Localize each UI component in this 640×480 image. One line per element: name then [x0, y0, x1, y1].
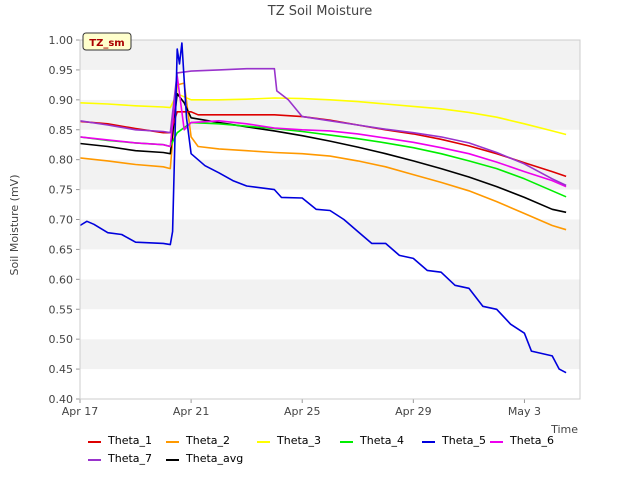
- legend-label: Theta_1: [108, 434, 153, 447]
- legend-label: Theta_3: [277, 434, 322, 447]
- legend-swatch: [166, 441, 179, 443]
- series-line-theta-7: [79, 67, 567, 187]
- series-line-theta-6: [79, 75, 567, 188]
- badge: TZ_sm: [82, 32, 132, 51]
- plot-area-border: [79, 39, 581, 400]
- series-line-theta-avg: [79, 93, 567, 214]
- legend-swatch: [166, 459, 179, 461]
- series-line-theta-5: [79, 42, 567, 374]
- y-tick-label: 0.80: [49, 154, 74, 167]
- grid-band: [80, 189, 580, 220]
- y-tick-label: 1.00: [49, 34, 74, 47]
- legend-swatch: [340, 441, 353, 443]
- x-tick-label: Apr 17: [62, 405, 99, 418]
- y-tick-label: 0.55: [49, 303, 74, 316]
- x-tick-label: Apr 29: [395, 405, 432, 418]
- grid-band: [80, 159, 580, 190]
- legend-swatch: [88, 459, 101, 461]
- legend-swatch: [88, 441, 101, 443]
- series-line-theta-3: [79, 93, 567, 136]
- legend-label: Theta_avg: [186, 452, 244, 465]
- legend-swatch: [422, 441, 435, 443]
- y-tick-label: 0.65: [49, 243, 74, 256]
- y-tick-label: 0.75: [49, 184, 74, 197]
- y-tick-label: 0.70: [49, 214, 74, 227]
- y-tick-label: 0.95: [49, 64, 74, 77]
- grid-band: [80, 40, 580, 70]
- grid-band: [80, 69, 580, 100]
- y-tick-label: 0.85: [49, 124, 74, 137]
- series-lines: [79, 42, 567, 374]
- series-line-theta-2: [79, 82, 567, 231]
- badge-label: TZ_sm: [89, 38, 124, 49]
- x-tick-label: Apr 21: [173, 405, 210, 418]
- grid-band: [80, 369, 580, 399]
- legend-label: Theta_6: [510, 434, 555, 447]
- y-tick-label: 0.90: [49, 94, 74, 107]
- grid-band: [80, 249, 580, 280]
- legend-label: Theta_2: [186, 434, 231, 447]
- y-axis-label: Soil Moisture (mV): [8, 175, 21, 276]
- grid-band: [80, 339, 580, 370]
- y-tick-label: 0.40: [49, 393, 74, 406]
- legend-label: Theta_5: [442, 434, 487, 447]
- grid-band: [80, 279, 580, 310]
- x-tick-label: Apr 25: [284, 405, 321, 418]
- legend-label: Theta_7: [108, 452, 153, 465]
- y-tick-label: 0.50: [49, 333, 74, 346]
- legend-swatch: [257, 441, 270, 443]
- x-axis-ticks: Apr 17 Apr 21 Apr 25 Apr 29 May 3: [62, 399, 541, 418]
- y-tick-label: 0.45: [49, 363, 74, 376]
- grid-band: [80, 309, 580, 340]
- x-tick-label: May 3: [508, 405, 541, 418]
- grid-band: [80, 219, 580, 250]
- grid-bands: [80, 40, 580, 399]
- legend-swatch: [490, 441, 503, 443]
- y-axis-ticks: 0.40 0.45 0.50 0.55 0.60 0.65 0.70 0.75 0.80 0.85…: [49, 34, 80, 406]
- y-tick-label: 0.60: [49, 273, 74, 286]
- x-axis-label: Time: [550, 423, 578, 436]
- grid-band: [80, 99, 580, 130]
- legend-label: Theta_4: [360, 434, 405, 447]
- chart-title: TZ Soil Moisture: [267, 4, 373, 19]
